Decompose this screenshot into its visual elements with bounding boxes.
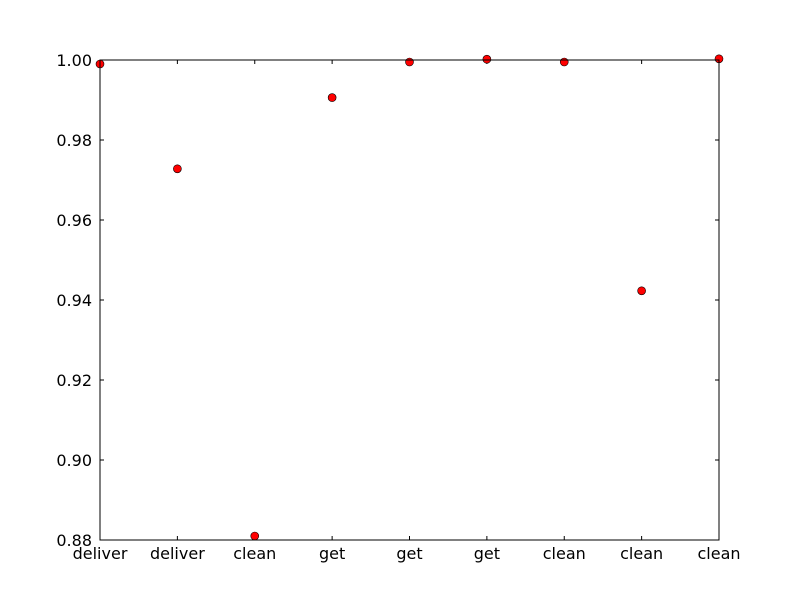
- data-points: [95, 54, 724, 541]
- y-tick-label: 0.92: [56, 371, 92, 390]
- data-point: [250, 531, 260, 541]
- y-tick-label: 0.88: [56, 531, 92, 550]
- plot-background: [100, 60, 719, 540]
- data-point: [559, 57, 569, 67]
- x-tick-label: get: [474, 544, 500, 563]
- x-tick-label: clean: [697, 544, 740, 563]
- x-tick-label: clean: [543, 544, 586, 563]
- data-point: [173, 164, 182, 174]
- y-tick-label: 0.94: [56, 291, 92, 310]
- x-tick-label: clean: [620, 544, 663, 563]
- data-point: [405, 57, 414, 67]
- x-tick-label: clean: [233, 544, 276, 563]
- data-point: [482, 54, 492, 64]
- x-axis: deliver deliver clean get get get clean clean cl…: [73, 60, 741, 563]
- plot-frame: [99, 59, 720, 541]
- y-tick-label: 0.90: [56, 451, 92, 470]
- x-tick-label: get: [396, 544, 422, 563]
- x-tick-label: deliver: [73, 544, 128, 563]
- y-tick-label: 0.96: [56, 211, 92, 230]
- x-tick-label: get: [319, 544, 345, 563]
- x-tick-label: deliver: [150, 544, 205, 563]
- y-tick-label: 1.00: [56, 51, 92, 70]
- data-point: [637, 286, 646, 296]
- y-tick-label: 0.98: [56, 131, 92, 150]
- data-point: [327, 93, 337, 102]
